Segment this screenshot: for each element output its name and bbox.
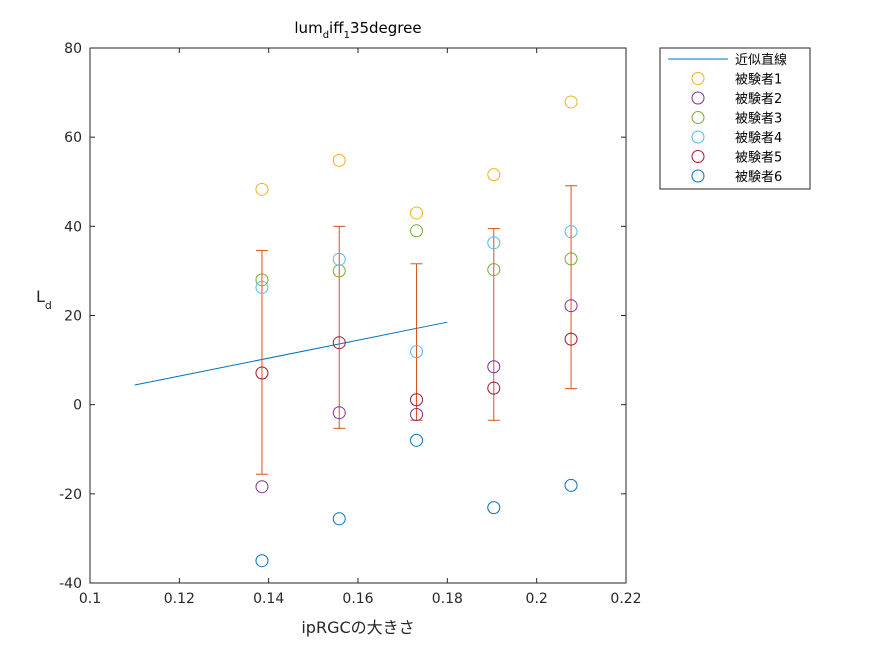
y-tick-label: 40 — [64, 219, 82, 235]
legend-label: 被験者4 — [735, 131, 782, 146]
data-point — [332, 406, 346, 420]
legend-label: 被験者5 — [735, 151, 782, 166]
plot-area — [90, 48, 626, 583]
series-2 — [255, 299, 578, 494]
data-point — [255, 366, 269, 380]
y-axis-ticks: -40 -20 0 20 40 60 80 — [59, 41, 626, 592]
legend-item: 近似直線 — [668, 52, 787, 68]
x-tick-label: 0.14 — [253, 591, 284, 607]
data-point — [564, 95, 578, 109]
error-bar — [333, 225, 346, 429]
legend-item: 被験者4 — [691, 130, 782, 146]
legend-marker-swatch — [691, 150, 705, 163]
fit-line — [134, 321, 448, 386]
legend-label: 被験者3 — [735, 112, 782, 127]
x-axis-ticks: 0.1 0.12 0.14 0.16 0.18 0.2 0.22 — [79, 48, 642, 607]
legend-label: 被験者1 — [735, 73, 782, 88]
data-point — [564, 332, 578, 346]
legend-item: 被験者5 — [691, 150, 782, 166]
y-tick-label: 20 — [64, 309, 82, 325]
x-tick-label: 0.12 — [164, 591, 195, 607]
chart-title: lumdiff135degree — [294, 19, 421, 41]
data-point — [487, 236, 501, 250]
data-point — [410, 206, 424, 220]
error-bar — [565, 185, 578, 390]
data-point — [564, 225, 578, 239]
y-tick-label: 80 — [64, 41, 82, 57]
legend-label: 被験者6 — [735, 170, 782, 185]
y-axis-label: Ld — [36, 287, 52, 312]
data-point — [255, 182, 269, 196]
series-1 — [255, 95, 578, 220]
data-point — [564, 478, 578, 492]
data-point — [410, 345, 424, 359]
legend-item: 被験者6 — [691, 169, 782, 185]
x-tick-label: 0.1 — [79, 591, 101, 607]
error-bar — [487, 228, 500, 421]
data-point — [332, 512, 346, 526]
data-point — [410, 433, 424, 447]
data-point — [564, 299, 578, 313]
x-tick-label: 0.2 — [526, 591, 548, 607]
x-tick-label: 0.22 — [610, 591, 641, 607]
legend-marker-swatch — [691, 72, 705, 85]
legend-marker-swatch — [691, 111, 705, 124]
error-bar — [255, 249, 268, 475]
series-4 — [255, 225, 578, 359]
data-point — [255, 480, 269, 494]
series-5 — [255, 332, 578, 407]
series-6 — [255, 433, 578, 568]
data-point — [564, 252, 578, 266]
data-point — [487, 168, 501, 182]
data-point — [487, 263, 501, 277]
legend-label: 被験者2 — [735, 92, 782, 107]
data-point — [332, 153, 346, 167]
data-point — [332, 252, 346, 266]
y-tick-label: 0 — [73, 398, 82, 414]
x-tick-label: 0.16 — [342, 591, 373, 607]
data-point — [410, 393, 424, 407]
data-point — [487, 381, 501, 395]
legend-item: 被験者2 — [691, 91, 782, 107]
data-point — [410, 407, 424, 421]
data-point — [332, 336, 346, 350]
plot-content — [134, 95, 578, 568]
x-axis-label: ipRGCの大きさ — [301, 618, 414, 637]
x-tick-label: 0.18 — [432, 591, 463, 607]
series-3 — [255, 224, 578, 287]
data-point — [487, 501, 501, 515]
legend-item: 被験者3 — [691, 111, 782, 127]
data-point — [410, 224, 424, 238]
y-tick-label: 60 — [64, 130, 82, 146]
y-tick-label: -20 — [59, 487, 82, 503]
legend-item: 被験者1 — [691, 72, 782, 88]
data-point — [255, 273, 269, 287]
legend-box — [659, 47, 811, 190]
legend-marker-swatch — [691, 130, 705, 144]
data-point — [255, 280, 269, 294]
legend-label: 近似直線 — [735, 52, 787, 68]
legend-marker-swatch — [691, 91, 705, 105]
data-point — [487, 360, 501, 374]
y-tick-label: -40 — [59, 576, 82, 592]
legend-marker-swatch — [691, 169, 705, 183]
data-point — [255, 554, 269, 568]
